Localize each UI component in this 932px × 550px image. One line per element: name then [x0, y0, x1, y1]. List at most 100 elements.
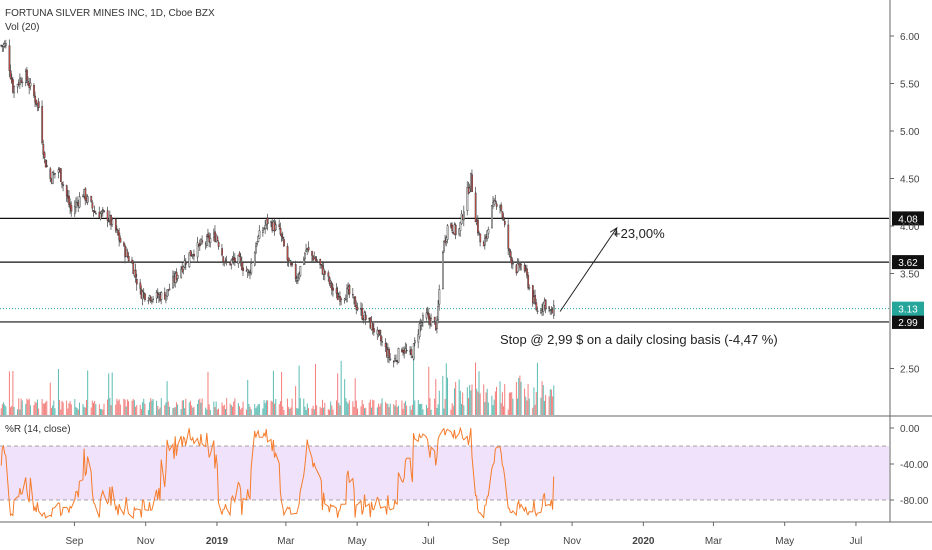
candle-body [42, 144, 45, 155]
candle-body [217, 241, 220, 247]
candle-body [291, 263, 294, 266]
volume-bar [247, 379, 249, 415]
volume-bar [222, 405, 224, 415]
candle-body [487, 229, 490, 234]
volume-bar [353, 406, 355, 415]
candle-body [279, 227, 282, 235]
volume-bar [38, 408, 40, 415]
volume-bar [102, 409, 104, 415]
volume-bar [533, 387, 535, 415]
volume-bar [20, 398, 22, 415]
price-levels: 4.08 3.62 2.99 3.13 [0, 211, 924, 329]
candle-body [16, 83, 19, 88]
volume-bar [59, 400, 61, 415]
candle-body [135, 279, 138, 285]
volume-bar [98, 404, 100, 415]
volume-bar [21, 400, 23, 415]
volume-bar [515, 381, 517, 415]
volume-bar [528, 398, 530, 415]
volume-bar [189, 400, 191, 415]
volume-bar [149, 402, 151, 415]
candle-body [234, 257, 236, 262]
volume-bar [357, 408, 359, 415]
volume-bar [442, 375, 444, 415]
volume-bar [11, 405, 13, 415]
volume-bar [311, 408, 313, 415]
volume-bar [503, 406, 505, 415]
volume-bar [479, 393, 481, 415]
volume-bar [75, 407, 77, 415]
volume-bar [394, 405, 396, 415]
volume-bar [380, 403, 382, 415]
candle-body [512, 263, 514, 265]
volume-bar [373, 400, 375, 415]
volume-bar [246, 409, 248, 415]
time-tick-label: Jul [850, 536, 863, 547]
stop-annotation: Stop @ 2,99 $ on a daily closing basis (… [500, 332, 778, 347]
candle-body [414, 340, 416, 344]
candle-body [44, 159, 47, 168]
candle-body [13, 86, 16, 94]
candle-body [237, 254, 240, 264]
candle-body [324, 270, 326, 275]
volume-bar [434, 398, 436, 415]
volume-bar [249, 406, 251, 415]
volume-bar [147, 409, 149, 415]
volume-bar [303, 398, 305, 415]
volume-bar [296, 408, 298, 415]
level-tag-label: 3.62 [898, 258, 918, 269]
candle-body [222, 256, 225, 263]
volume-bar [91, 400, 93, 415]
candle-body [149, 296, 152, 302]
candle-body [422, 315, 424, 323]
candle-body [160, 292, 163, 300]
volume-bar [168, 406, 170, 415]
volume-bar [365, 407, 367, 415]
candle-body [123, 242, 125, 246]
volume-bar [299, 398, 301, 415]
candle-body [454, 224, 457, 236]
volume-bar [362, 404, 364, 415]
volume-bar [237, 403, 239, 415]
candle-body [346, 288, 348, 302]
volume-bar [45, 402, 47, 415]
candle-body [165, 295, 167, 301]
volume-bar [52, 405, 54, 415]
volume-bar [476, 388, 478, 415]
volume-bar [435, 378, 437, 415]
volume-bar [387, 403, 389, 415]
volume-bar [165, 402, 167, 415]
volume-bar [460, 403, 462, 415]
volume-bar [401, 400, 403, 415]
candle-body [332, 287, 334, 291]
volume-bar [174, 407, 176, 415]
volume-bar [181, 400, 183, 415]
volume-bar [553, 385, 555, 415]
volume-bar [388, 407, 390, 415]
candle-body [348, 285, 351, 295]
candle-body [95, 213, 97, 215]
candle-body [176, 275, 179, 279]
candle-body [294, 264, 297, 279]
volume-bar [550, 389, 552, 415]
volume-bar [508, 392, 510, 415]
last-price-tag [892, 301, 924, 316]
volume-bar [25, 404, 27, 415]
volume-bar [150, 398, 152, 415]
candle-body [255, 245, 257, 254]
volume-bar [221, 402, 223, 415]
chart-title: FORTUNA SILVER MINES INC, 1D, Cboe BZX [5, 8, 215, 19]
candle-body [264, 225, 267, 230]
candle-body [68, 195, 70, 205]
volume-bar [151, 400, 153, 415]
time-tick-label: Sep [492, 536, 510, 547]
candle-body [466, 186, 469, 211]
candle-body [304, 253, 306, 259]
candle-body [356, 307, 359, 310]
volume-bar [283, 409, 285, 415]
volume-bar [437, 404, 439, 415]
price-tick-label: 2.50 [900, 365, 920, 376]
volume-bar [142, 402, 144, 415]
volume-bar [279, 401, 281, 415]
